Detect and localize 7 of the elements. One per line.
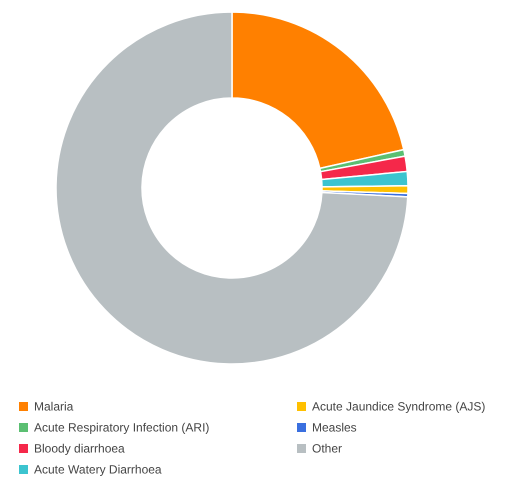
legend-label: Bloody diarrhoea bbox=[34, 442, 126, 456]
legend-label: Acute Watery Diarrhoea bbox=[34, 462, 162, 476]
legend-label: Malaria bbox=[34, 400, 74, 414]
legend-label: Measles bbox=[312, 420, 357, 434]
legend-label: Acute Respiratory Infection (ARI) bbox=[34, 420, 210, 434]
legend-label: Acute Jaundice Syndrome (AJS) bbox=[312, 400, 486, 414]
legend-label: Other bbox=[312, 442, 342, 456]
